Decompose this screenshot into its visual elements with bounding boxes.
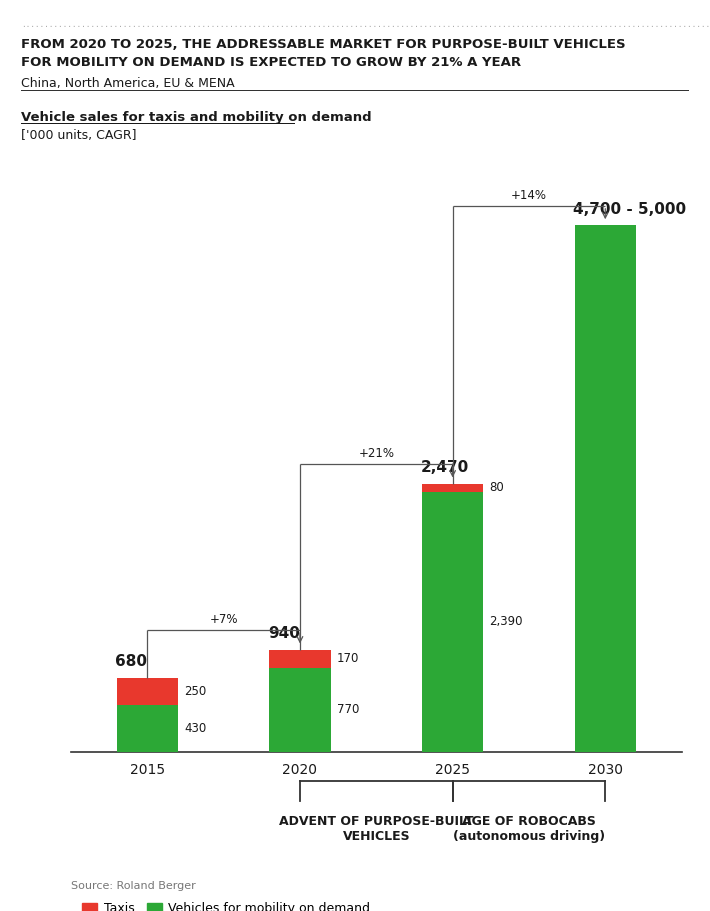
Bar — [116, 678, 178, 705]
Text: ['000 units, CAGR]: ['000 units, CAGR] — [21, 129, 137, 142]
Bar — [422, 492, 484, 752]
Text: +14%: +14% — [511, 189, 547, 201]
Text: 2,390: 2,390 — [489, 616, 523, 629]
Text: FOR MOBILITY ON DEMAND IS EXPECTED TO GROW BY 21% A YEAR: FOR MOBILITY ON DEMAND IS EXPECTED TO GR… — [21, 56, 521, 69]
Bar — [422, 484, 484, 492]
Text: China, North America, EU & MENA: China, North America, EU & MENA — [21, 77, 235, 89]
Text: 430: 430 — [184, 722, 206, 735]
Text: 940: 940 — [268, 626, 300, 641]
Text: Vehicle sales for taxis and mobility on demand: Vehicle sales for taxis and mobility on … — [21, 111, 372, 124]
Text: 80: 80 — [489, 481, 504, 495]
Bar — [270, 650, 331, 668]
Text: +7%: +7% — [209, 613, 238, 626]
Text: ADVENT OF PURPOSE-BUILT
VEHICLES: ADVENT OF PURPOSE-BUILT VEHICLES — [279, 815, 474, 844]
Bar — [575, 225, 636, 752]
Text: 2,470: 2,470 — [420, 460, 469, 475]
Text: 170: 170 — [337, 652, 359, 665]
Text: 770: 770 — [337, 703, 359, 716]
Text: 4,700 - 5,000: 4,700 - 5,000 — [573, 201, 687, 217]
Text: 680: 680 — [115, 654, 147, 669]
Text: AGE OF ROBOCABS
(autonomous driving): AGE OF ROBOCABS (autonomous driving) — [453, 815, 605, 844]
Text: +21%: +21% — [359, 446, 394, 460]
Bar — [270, 668, 331, 752]
Text: 250: 250 — [184, 685, 206, 698]
Text: FROM 2020 TO 2025, THE ADDRESSABLE MARKET FOR PURPOSE-BUILT VEHICLES: FROM 2020 TO 2025, THE ADDRESSABLE MARKE… — [21, 38, 626, 51]
Legend: Taxis, Vehicles for mobility on demand: Taxis, Vehicles for mobility on demand — [77, 897, 375, 911]
Bar — [116, 705, 178, 752]
Text: ................................................................................: ........................................… — [21, 20, 710, 29]
Text: Source: Roland Berger: Source: Roland Berger — [71, 881, 196, 891]
